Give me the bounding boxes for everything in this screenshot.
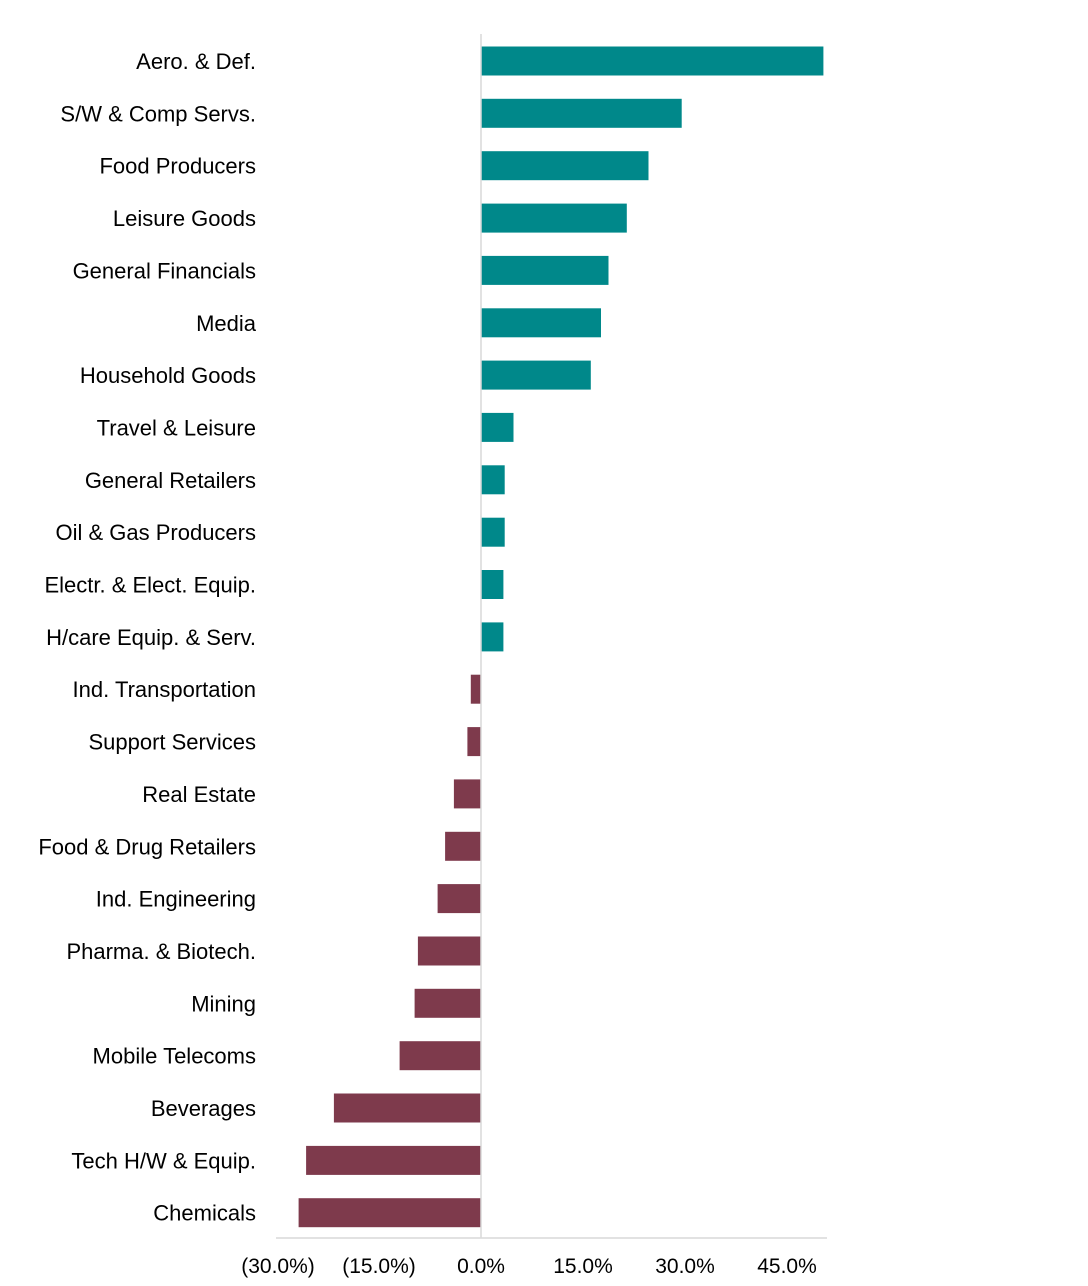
bar-household-goods — [481, 360, 591, 390]
bar-food-producers — [481, 151, 649, 181]
bar-general-financials — [481, 255, 609, 285]
category-label-travel-and-leisure: Travel & Leisure — [97, 415, 256, 440]
bar-oil-and-gas-producers — [481, 517, 505, 547]
category-label-general-financials: General Financials — [73, 258, 256, 283]
bar-support-services — [467, 727, 481, 757]
category-labels: Aero. & Def. S/W & Comp Servs. Food Produc… — [38, 49, 256, 1226]
x-tick-labels: (30.0%) (15.0%) 0.0% 15.0% 30.0% 45.0% — [241, 1255, 817, 1278]
x-tick-label: 15.0% — [553, 1255, 613, 1278]
bar-general-retailers — [481, 465, 505, 495]
bar-tech-h-w-and-equip — [306, 1145, 481, 1175]
category-label-s-w-and-comp-servs: S/W & Comp Servs. — [60, 101, 256, 126]
category-label-mobile-telecoms: Mobile Telecoms — [93, 1044, 256, 1069]
bar-electr-and-elect-equip — [481, 570, 504, 599]
bars-group — [298, 46, 824, 1228]
bar-pharma-and-biotech — [417, 936, 481, 966]
category-label-leisure-goods: Leisure Goods — [113, 206, 256, 231]
bar-mining — [414, 988, 481, 1018]
x-tick-label: (30.0%) — [241, 1255, 315, 1278]
category-label-ind-transportation: Ind. Transportation — [73, 677, 256, 702]
category-label-pharma-and-biotech: Pharma. & Biotech. — [66, 939, 256, 964]
category-label-food-producers: Food Producers — [99, 154, 256, 179]
category-label-media: Media — [196, 311, 257, 336]
bar-h-care-equip-and-serv — [481, 622, 504, 652]
category-label-chemicals: Chemicals — [153, 1201, 256, 1226]
category-label-household-goods: Household Goods — [80, 363, 256, 388]
x-tick-label: 30.0% — [655, 1255, 715, 1278]
category-label-electr-and-elect-equip: Electr. & Elect. Equip. — [44, 573, 256, 598]
bar-travel-and-leisure — [481, 412, 514, 442]
bar-media — [481, 308, 601, 338]
category-label-beverages: Beverages — [151, 1096, 256, 1121]
bar-beverages — [333, 1093, 481, 1123]
bar-mobile-telecoms — [399, 1041, 481, 1071]
category-label-mining: Mining — [191, 991, 256, 1016]
category-label-aero-and-def: Aero. & Def. — [136, 49, 256, 74]
x-tick-label: 0.0% — [457, 1255, 505, 1278]
category-label-tech-h-w-and-equip: Tech H/W & Equip. — [71, 1148, 256, 1173]
category-label-real-estate: Real Estate — [142, 782, 256, 807]
x-tick-label: (15.0%) — [342, 1255, 416, 1278]
category-label-food-and-drug-retailers: Food & Drug Retailers — [38, 834, 256, 859]
bar-chemicals — [298, 1198, 481, 1228]
x-tick-label: 45.0% — [757, 1255, 817, 1278]
category-label-general-retailers: General Retailers — [85, 468, 256, 493]
bar-ind-engineering — [437, 884, 481, 914]
category-label-support-services: Support Services — [88, 730, 256, 755]
bar-ind-transportation — [470, 674, 481, 704]
bar-real-estate — [453, 779, 481, 809]
bar-food-and-drug-retailers — [445, 831, 481, 861]
bar-s-w-and-comp-servs — [481, 98, 682, 128]
category-label-h-care-equip-and-serv: H/care Equip. & Serv. — [46, 625, 256, 650]
bar-leisure-goods — [481, 203, 627, 233]
bar-aero-and-def — [481, 46, 824, 76]
category-label-oil-and-gas-producers: Oil & Gas Producers — [55, 520, 256, 545]
category-label-ind-engineering: Ind. Engineering — [96, 887, 256, 912]
